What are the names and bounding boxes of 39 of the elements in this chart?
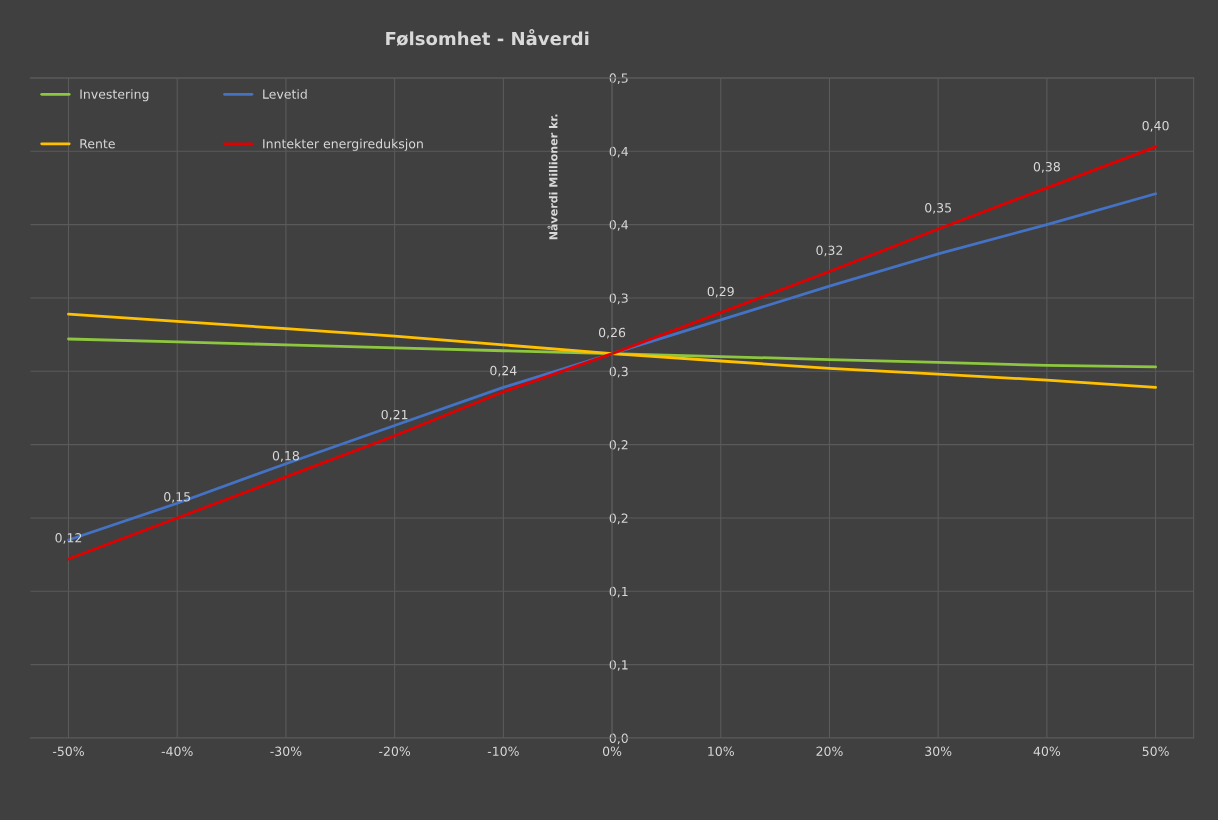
data-label: 0,24 bbox=[490, 365, 517, 377]
data-label: 0,40 bbox=[1142, 120, 1169, 132]
y-tick-label: 0,0 bbox=[609, 733, 628, 745]
y-tick-label: 0,1 bbox=[609, 586, 628, 598]
x-tick-label: 40% bbox=[1033, 746, 1061, 757]
y-tick-label: 0,4 bbox=[609, 220, 629, 231]
data-label: 0,38 bbox=[1033, 161, 1060, 173]
y-tick-label: 0,5 bbox=[609, 73, 628, 85]
y-tick-label: 0,2 bbox=[609, 440, 628, 451]
data-label: 0,18 bbox=[272, 450, 299, 462]
data-label: 0,21 bbox=[381, 409, 408, 421]
data-label: 0,35 bbox=[925, 203, 951, 214]
chart-title: Følsomhet - Nåverdi bbox=[386, 29, 589, 46]
data-label: 0,29 bbox=[707, 286, 734, 298]
x-tick-label: -50% bbox=[52, 746, 84, 757]
y-tick-label: 0,3 bbox=[609, 366, 628, 378]
x-tick-label: -30% bbox=[270, 746, 302, 757]
legend-label: Rente bbox=[80, 139, 115, 149]
data-label: 0,12 bbox=[55, 533, 82, 544]
data-label: 0,26 bbox=[598, 327, 626, 339]
legend-label: Levetid bbox=[263, 89, 307, 99]
y-axis-title: Nåverdi Millioner kr. bbox=[547, 114, 558, 240]
data-label: 0,32 bbox=[816, 245, 843, 257]
x-tick-label: -10% bbox=[487, 746, 519, 757]
x-tick-label: 20% bbox=[816, 746, 843, 757]
y-tick-label: 0,1 bbox=[609, 660, 628, 671]
x-tick-label: 10% bbox=[708, 746, 734, 757]
legend-label: Inntekter energireduksjon bbox=[263, 138, 423, 151]
legend-label: Investering bbox=[80, 89, 149, 102]
x-tick-label: -20% bbox=[379, 746, 411, 757]
line-series bbox=[67, 312, 1157, 389]
x-tick-label: 50% bbox=[1142, 746, 1169, 757]
data-label: 0,15 bbox=[164, 492, 191, 503]
y-tick-label: 0,3 bbox=[609, 293, 628, 305]
y-tick-label: 0,2 bbox=[609, 513, 628, 525]
x-tick-label: 30% bbox=[925, 746, 952, 757]
y-tick-label: 0,4 bbox=[609, 146, 629, 158]
x-tick-label: 0% bbox=[602, 746, 622, 757]
x-tick-label: -40% bbox=[161, 746, 193, 757]
